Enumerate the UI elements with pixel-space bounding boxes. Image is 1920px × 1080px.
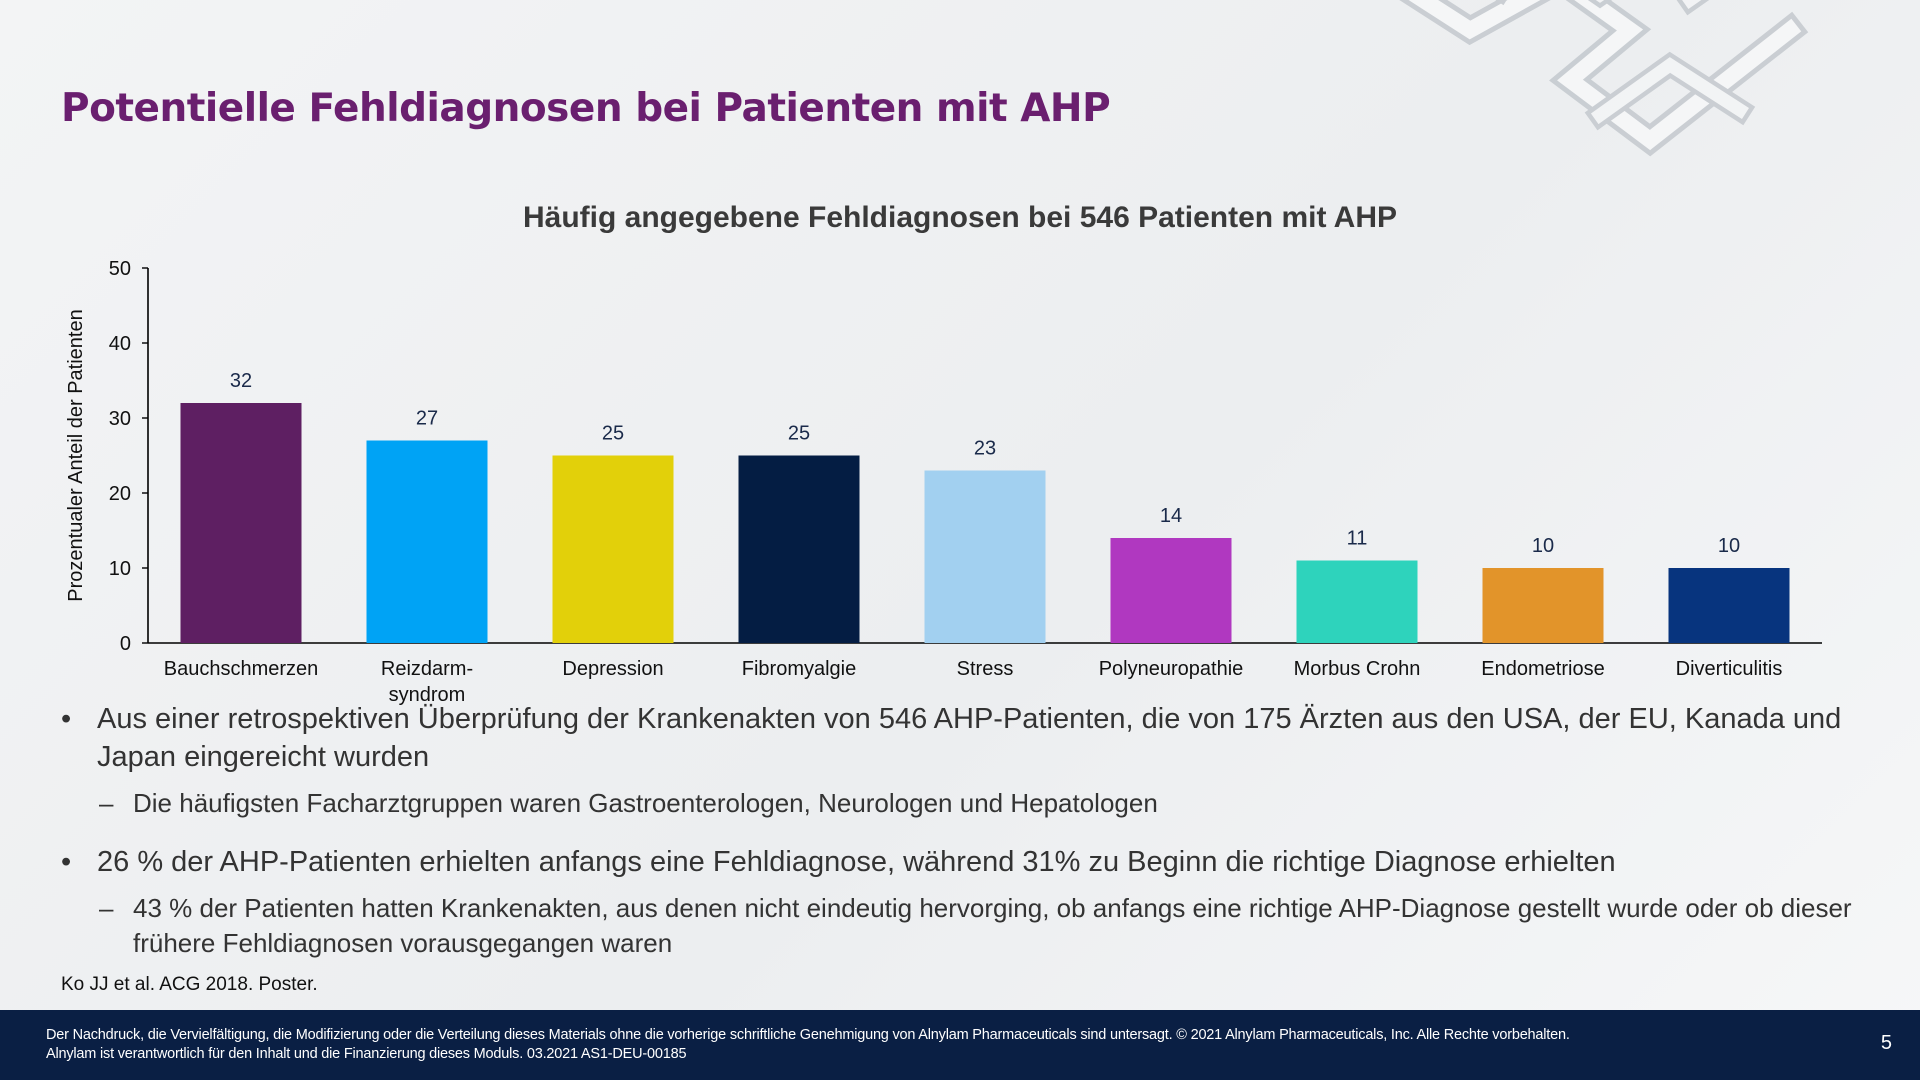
- sub-bullet-marker: –: [99, 893, 114, 923]
- bar: [1296, 560, 1418, 643]
- sub-bullet-text: Die häufigsten Facharztgruppen waren Gas…: [133, 788, 1158, 818]
- sub-bullet-item: – 43 % der Patienten hatten Krankenakten…: [61, 891, 1881, 961]
- bar: [1482, 568, 1604, 643]
- data-label: 14: [1160, 505, 1182, 527]
- chart-title: Häufig angegebene Fehldiagnosen bei 546 …: [523, 201, 1397, 234]
- bar: [738, 455, 860, 643]
- bar-chart: Häufig angegebene Fehldiagnosen bei 546 …: [65, 201, 1822, 706]
- data-label: 23: [974, 438, 996, 460]
- x-tick-label: Bauchschmerzen: [164, 658, 319, 680]
- sub-bullet-item: – Die häufigsten Facharztgruppen waren G…: [61, 786, 1881, 821]
- x-tick-label: Polyneuropathie: [1099, 658, 1244, 680]
- slide-title: Potentielle Fehldiagnosen bei Patienten …: [61, 86, 1111, 131]
- bar: [366, 440, 488, 643]
- bar: [552, 455, 674, 643]
- bar: [180, 403, 302, 643]
- legal-notice: Der Nachdruck, die Vervielfältigung, die…: [46, 1026, 1570, 1064]
- bullet-marker: •: [61, 846, 72, 878]
- data-label: 27: [416, 408, 438, 430]
- reference: Ko JJ et al. ACG 2018. Poster.: [61, 974, 318, 995]
- data-label: 32: [230, 370, 252, 392]
- sub-bullet-marker: –: [99, 788, 114, 818]
- y-axis-label: Prozentualer Anteil der Patienten: [65, 309, 87, 601]
- bullet-text: 26 % der AHP-Patienten erhielten anfangs…: [97, 846, 1616, 878]
- bullet-item: • 26 % der AHP-Patienten erhielten anfan…: [61, 843, 1881, 881]
- x-tick-label: Depression: [562, 658, 663, 680]
- x-tick-label: Diverticulitis: [1676, 658, 1783, 680]
- bullet-list: • Aus einer retrospektiven Überprüfung d…: [61, 700, 1881, 961]
- y-tick-label: 20: [109, 483, 131, 505]
- x-tick-label: Endometriose: [1481, 658, 1604, 680]
- data-label: 25: [602, 423, 624, 445]
- data-label: 11: [1347, 528, 1368, 550]
- footer: Der Nachdruck, die Vervielfältigung, die…: [0, 1010, 1920, 1080]
- data-label: 25: [788, 423, 810, 445]
- y-tick-label: 40: [109, 333, 131, 355]
- bar: [924, 470, 1046, 643]
- y-tick-label: 30: [109, 408, 131, 430]
- data-label: 10: [1532, 535, 1554, 557]
- bullet-item: • Aus einer retrospektiven Überprüfung d…: [61, 700, 1881, 776]
- x-tick-label: Fibromyalgie: [742, 658, 856, 680]
- data-label: 10: [1718, 535, 1740, 557]
- y-tick-label: 50: [109, 258, 131, 280]
- bullet-text: Aus einer retrospektiven Überprüfung der…: [97, 703, 1842, 773]
- y-tick-label: 0: [120, 633, 131, 655]
- x-tick-label: Stress: [957, 658, 1014, 680]
- legal-line-2: Alnylam ist verantwortlich für den Inhal…: [46, 1046, 687, 1062]
- maze-image: [1399, 0, 1809, 157]
- y-tick-label: 10: [109, 558, 131, 580]
- bar: [1668, 568, 1790, 643]
- sub-bullet-text: 43 % der Patienten hatten Krankenakten, …: [133, 893, 1852, 958]
- x-tick-label: Reizdarm-syndrom: [381, 658, 473, 706]
- x-tick-label: Morbus Crohn: [1294, 658, 1421, 680]
- page-number: 5: [1880, 1032, 1892, 1054]
- bullet-marker: •: [61, 703, 72, 735]
- legal-line-1: Der Nachdruck, die Vervielfältigung, die…: [46, 1027, 1570, 1043]
- bar: [1110, 538, 1232, 643]
